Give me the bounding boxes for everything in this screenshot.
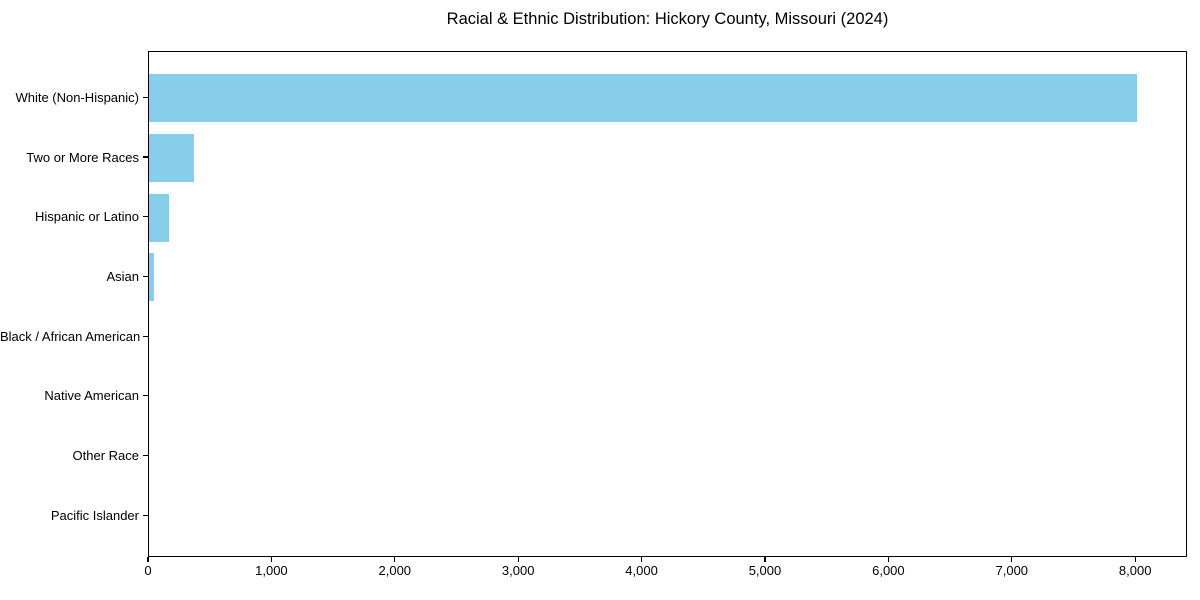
y-tick-label: White (Non-Hispanic) [15,89,139,105]
bar [149,253,154,302]
y-tick-label: Pacific Islander [50,507,139,523]
y-tick-label: Black / African American [0,328,141,344]
y-tick-label: Hispanic or Latino [34,209,139,225]
y-tick-label: Asian [106,268,139,284]
y-tick [143,454,148,457]
x-tick [887,557,889,562]
bar [149,74,1138,123]
y-tick [143,96,148,98]
x-tick-label: 1,000 [255,563,288,578]
y-tick-label: Two or More Races [26,149,139,165]
x-tick [394,557,396,562]
x-tick [147,557,149,562]
y-tick [143,156,148,158]
x-tick [517,557,519,562]
plot-area [148,51,1187,557]
y-tick [143,275,148,277]
y-tick [143,395,148,397]
bar [149,193,169,242]
x-tick-label: 2,000 [378,563,412,578]
x-tick [640,557,643,562]
y-tick [143,216,148,218]
x-tick-label: 4,000 [625,563,658,578]
x-tick [1011,557,1013,562]
y-tick [143,335,148,337]
x-tick-label: 0 [144,563,152,578]
x-tick-label: 7,000 [995,563,1029,578]
x-tick-label: 3,000 [501,563,535,578]
chart-title: Racial & Ethnic Distribution: Hickory Co… [446,10,889,28]
x-tick-label: 5,000 [748,563,782,578]
x-tick [270,557,272,562]
x-tick [764,557,766,562]
y-tick [143,514,148,516]
y-tick-label: Native American [44,388,139,404]
x-tick [1134,557,1136,562]
bar [149,134,195,182]
y-tick-label: Other Race [72,448,139,463]
x-tick-label: 8,000 [1118,563,1152,578]
x-tick-label: 6,000 [872,563,905,578]
